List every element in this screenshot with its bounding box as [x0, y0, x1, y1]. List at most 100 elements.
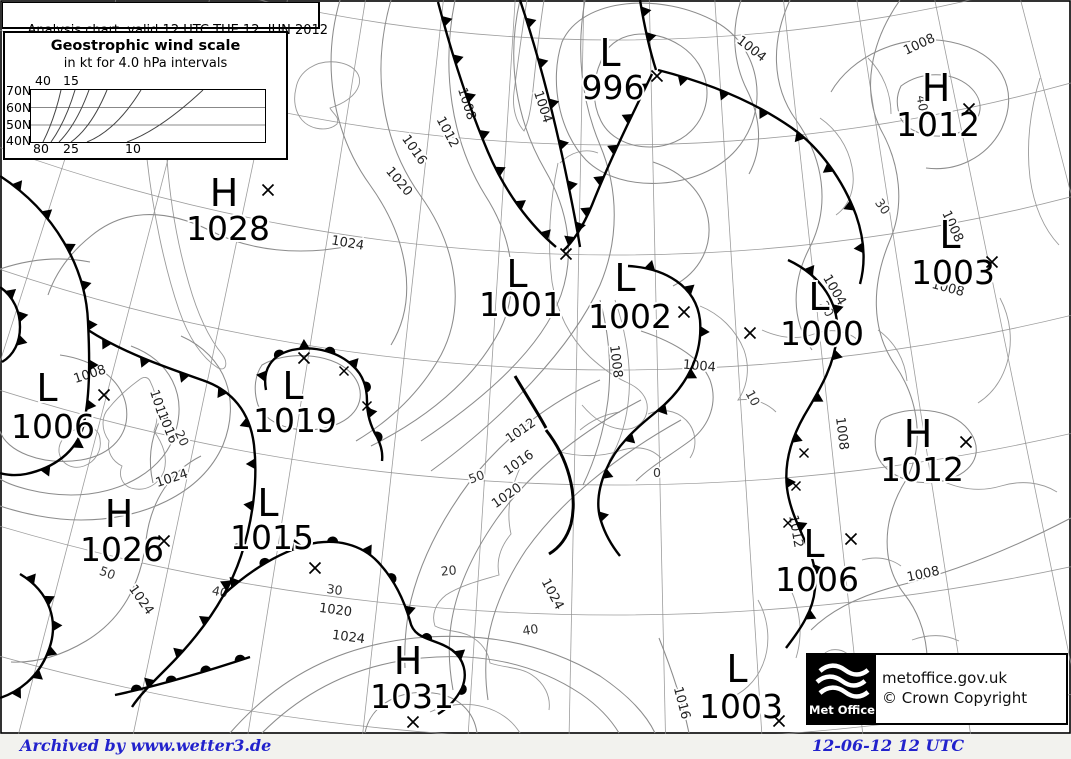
cold-front-symbol	[646, 31, 657, 43]
pressure-centre-letter: L	[803, 522, 824, 566]
pressure-centre-letter: L	[506, 252, 527, 296]
cold-front-symbol	[5, 288, 17, 300]
wind-scale-top-value: 40	[35, 73, 51, 88]
pressure-centre-letter: L	[599, 31, 620, 75]
pressure-centre-value: 1012	[896, 105, 980, 144]
cold-front-symbol	[621, 114, 633, 124]
cold-front-symbol	[794, 131, 806, 143]
cold-front-symbol	[404, 605, 416, 617]
cold-front-symbol	[80, 280, 92, 291]
frontolysis-cross	[782, 517, 794, 529]
cold-front-symbol	[89, 359, 99, 371]
cold-front-symbol	[822, 162, 834, 173]
grid-coordinate-label: 0	[653, 465, 661, 480]
pressure-centre-letter: L	[257, 481, 278, 525]
wind-scale-title: Geostrophic wind scale	[50, 38, 241, 54]
pressure-centre-letter: L	[36, 366, 57, 410]
pressure-centre-letter: H	[904, 412, 933, 456]
cold-front-symbol	[567, 180, 578, 192]
pressure-centre-letter: L	[726, 647, 747, 691]
pressure-centre-value: 1015	[230, 518, 314, 557]
footer-strip: Archived by www.wetter3.de 12-06-12 12 U…	[0, 734, 1071, 759]
cold-front-symbol	[677, 75, 689, 87]
warm-front-symbol	[259, 557, 270, 567]
wind-scale-latitude-label: 50N	[6, 117, 32, 132]
met-office-logo-text: Met Office	[809, 703, 875, 717]
met-office-branding: Met Office metoffice.gov.uk © Crown Copy…	[806, 653, 1068, 725]
pressure-centre-cross	[772, 714, 786, 728]
pressure-centre-cross	[844, 532, 858, 546]
wind-scale-top-value: 15	[63, 73, 79, 88]
cold-front-symbol	[361, 544, 372, 556]
front-symbols	[5, 6, 864, 699]
cold-front-symbol	[575, 221, 586, 233]
meridian-line	[714, 0, 763, 734]
pressure-centre-letter: L	[939, 213, 960, 257]
cold-front-symbol	[40, 465, 51, 477]
isobar-value-label: 1024	[331, 628, 366, 647]
pressure-centre-value: 1026	[80, 530, 164, 569]
cold-front-symbol	[229, 576, 240, 588]
cold-front-symbol	[786, 477, 796, 489]
cold-front-symbol	[41, 209, 53, 220]
pressure-centre-value: 1002	[588, 297, 672, 336]
cold-front-symbol	[791, 432, 803, 443]
pressure-centre-value: 1003	[911, 253, 995, 292]
warm-front-symbol	[374, 431, 383, 442]
isobar-value-label: 1008	[832, 416, 851, 451]
cold-front-symbol	[832, 304, 844, 315]
wind-scale-box: Geostrophic wind scale in kt for 4.0 hPa…	[3, 31, 288, 160]
cold-front-symbol	[179, 371, 190, 383]
pressure-centre-letter: H	[105, 492, 134, 536]
cold-front-symbol	[243, 500, 254, 512]
cold-front-symbol	[607, 144, 619, 155]
warm-front-symbol	[234, 654, 246, 662]
isobars	[0, 0, 1071, 734]
cold-front-symbol	[515, 200, 526, 211]
warm-front-symbol	[327, 536, 339, 543]
meridian-line	[1020, 0, 1071, 196]
isobar-value-label: 1020	[318, 601, 353, 620]
cold-front-symbol	[525, 17, 537, 29]
cold-front-symbol	[348, 358, 359, 369]
wind-scale-subtitle: in kt for 4.0 hPa intervals	[63, 56, 228, 71]
frontolysis-cross	[361, 400, 373, 412]
cold-front-symbol	[598, 511, 609, 522]
pressure-centre-cross	[308, 561, 322, 575]
grid-coordinate-label: 40	[521, 621, 539, 638]
isobar-value-label: 1008	[606, 344, 625, 379]
cold-front-symbol	[72, 438, 84, 449]
pressure-centre-cross	[406, 715, 420, 729]
cold-front-symbol	[144, 677, 155, 689]
meridian-line	[934, 0, 1071, 667]
cold-front-symbol	[102, 338, 112, 350]
cold-front-symbol	[64, 243, 76, 254]
cold-front-symbol	[86, 399, 97, 411]
chart-title-box: Analysis chart valid 12 UTC TUE 12 JUN 2…	[2, 2, 328, 38]
cold-front-symbol	[441, 16, 453, 27]
cold-front-symbol	[239, 417, 251, 428]
cold-front-symbol	[199, 615, 210, 626]
cold-front-symbol	[657, 404, 668, 415]
cold-front-symbol	[548, 98, 560, 110]
cold-front-symbol	[759, 107, 769, 119]
pressure-centre-value: 1001	[479, 285, 563, 324]
pressure-centre-letter: L	[614, 256, 635, 300]
cold-front-symbol	[804, 265, 815, 276]
cross-marks	[338, 365, 810, 529]
pressure-centre-cross	[650, 69, 664, 83]
cold-front-symbol	[454, 649, 466, 660]
cold-front-symbol	[644, 260, 656, 271]
pressure-centre-letter: L	[282, 364, 303, 408]
meridian-line	[783, 0, 864, 734]
wind-scale-latitude-label: 70N	[6, 83, 32, 98]
cold-front-symbol	[602, 468, 614, 479]
grid-coordinate-label: 20	[440, 562, 457, 578]
pressure-centre-value: 1028	[186, 209, 270, 248]
chart-datetime: 12-06-12 12 UTC	[812, 736, 965, 755]
wind-scale-bottom-value: 10	[125, 141, 141, 156]
pressure-centre-cross	[743, 326, 757, 340]
cold-front-symbol	[580, 207, 592, 218]
